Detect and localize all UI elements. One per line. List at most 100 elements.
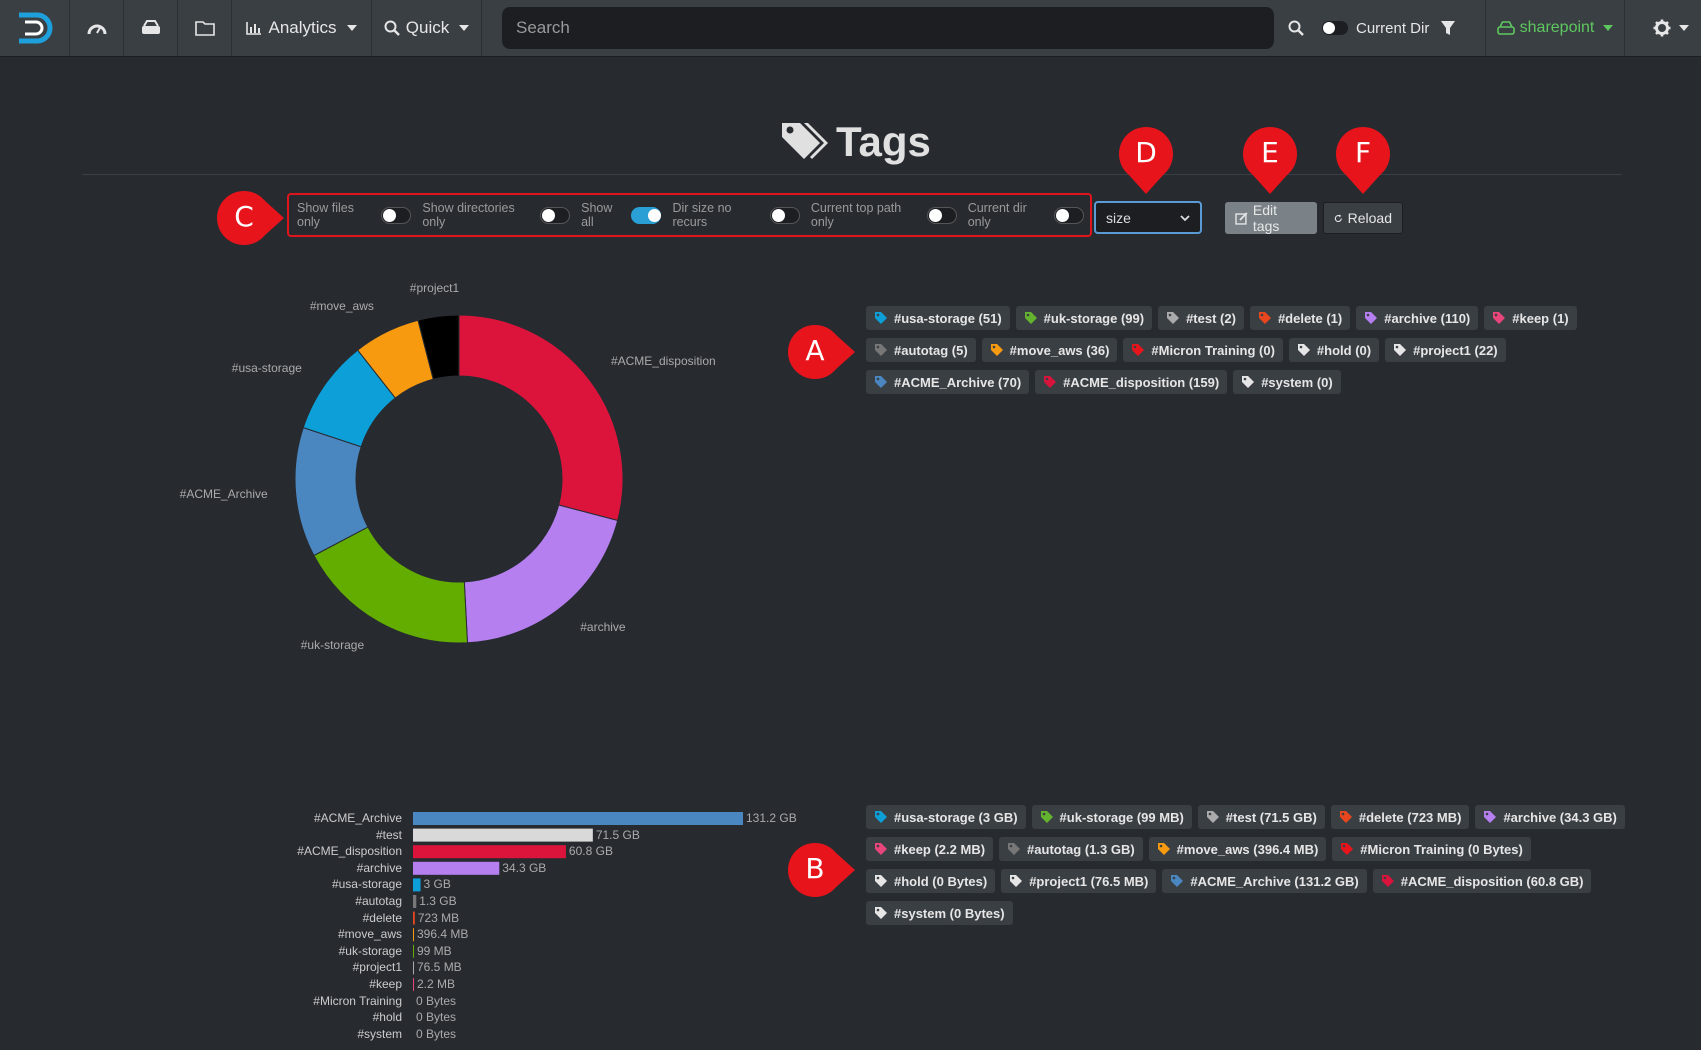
toggle-label: Show all [581,201,613,229]
donut-slice[interactable] [417,314,460,380]
toggle-switch[interactable] [769,206,800,224]
reload-button[interactable]: Reload [1323,202,1403,234]
tag-size-list: #usa-storage (3 GB) #uk-storage (99 MB) #t… [866,805,1626,925]
bar[interactable] [413,944,414,958]
analytics-menu[interactable]: Analytics [232,0,372,56]
callout-marker-c: C [214,188,284,260]
tag-chip[interactable]: #ACME_disposition (60.8 GB) [1372,869,1592,893]
tag-chip[interactable]: #Micron Training (0 Bytes) [1332,837,1531,861]
callout-letter: D [1135,136,1157,169]
tag-chip-label: #keep (2.2 MB) [894,841,986,857]
toggle-item[interactable]: Show all [581,201,662,229]
bar-category-label: #move_aws [337,927,402,942]
tag-chip[interactable]: #move_aws (36) [981,338,1118,362]
tag-chip[interactable]: #autotag (5) [866,338,976,362]
tag-icon [1010,875,1023,887]
storage-button[interactable] [124,0,178,56]
tag-chip[interactable]: #ACME_disposition (159) [1035,370,1228,394]
sort-select[interactable]: size [1094,201,1202,234]
current-dir-toggle[interactable]: Current Dir [1322,0,1429,56]
tag-icon [875,875,887,887]
donut-slice[interactable] [458,314,624,522]
tag-chip[interactable]: #project1 (76.5 MB) [1001,869,1157,893]
toggle-switch[interactable] [631,206,662,224]
bar[interactable] [413,911,415,925]
toggle-label: Show directories only [422,201,515,229]
quick-menu[interactable]: Quick [372,0,482,56]
bar[interactable] [413,928,414,942]
chevron-down-icon [1678,25,1689,31]
toggle-switch[interactable] [539,206,571,224]
toggle-item[interactable]: Show directories only [422,201,571,229]
tag-icon [1167,312,1180,324]
dashboard-button[interactable] [70,0,124,56]
bar[interactable] [413,812,743,825]
donut-slice-label: #ACME_disposition [610,353,716,368]
tag-chip[interactable]: #ACME_Archive (131.2 GB) [1162,869,1367,893]
bar[interactable] [413,828,593,842]
tag-chip[interactable]: #delete (723 MB) [1330,805,1470,829]
toggle-switch[interactable] [1322,21,1348,35]
tag-chip[interactable]: #ACME_Archive (70) [866,370,1030,394]
tag-icon [1381,875,1394,887]
file-tree-button[interactable] [178,0,232,56]
bar[interactable] [413,861,500,875]
toggle-switch[interactable] [926,206,957,224]
app-logo[interactable] [0,0,70,56]
tag-chip[interactable]: #hold (0 Bytes) [866,869,996,893]
bar-category-label: #archive [356,860,402,875]
bar[interactable] [413,895,417,908]
tag-chip[interactable]: #delete (1) [1249,306,1351,330]
toggle-item[interactable]: Current top path only [811,201,957,229]
toggle-item[interactable]: Show files only [297,201,412,229]
bar-chart-icon [246,22,262,35]
tag-chip[interactable]: #usa-storage (51) [866,306,1010,330]
tag-count-donut-chart [294,314,624,644]
toggle-label: Current top path only [810,201,902,229]
tag-chip[interactable]: #move_aws (396.4 MB) [1148,837,1327,861]
bar-value-label: 131.2 GB [746,811,797,825]
tag-chip-label: #hold (0 Bytes) [894,873,988,889]
bar[interactable] [413,978,414,991]
tag-chip[interactable]: #project1 (22) [1385,338,1506,362]
tag-chip[interactable]: #Micron Training (0) [1123,338,1283,362]
toggle-item[interactable]: Current dir only [968,201,1084,229]
tag-chip[interactable]: #archive (34.3 GB) [1475,805,1625,829]
dashboard-icon [87,24,106,35]
search-submit-button[interactable] [1288,0,1304,56]
bar-value-label: 1.3 GB [419,894,457,908]
tag-chip[interactable]: #test (71.5 GB) [1197,805,1325,829]
page-title: Tags [780,112,931,172]
chevron-down-icon [346,25,357,31]
tag-chip[interactable]: #usa-storage (3 GB) [866,805,1026,829]
tag-chip[interactable]: #system (0) [1233,370,1341,394]
tag-chip[interactable]: #keep (2.2 MB) [866,837,994,861]
edit-tags-button[interactable]: Edit tags [1225,202,1317,234]
bar[interactable] [413,878,421,892]
tag-chip[interactable]: #hold (0) [1288,338,1380,362]
bar-category-label: #usa-storage [331,877,402,892]
index-selector[interactable]: sharepoint [1485,0,1625,56]
toggle-switch[interactable] [381,206,412,224]
tag-icon [1206,811,1219,823]
tag-chip[interactable]: #autotag (1.3 GB) [999,837,1143,861]
bar[interactable] [413,845,566,859]
tag-chip[interactable]: #test (2) [1158,306,1244,330]
chevron-down-icon [1180,214,1190,221]
tag-chip[interactable]: #keep (1) [1484,306,1577,330]
tag-chip[interactable]: #uk-storage (99) [1015,306,1153,330]
filter-button[interactable] [1440,0,1456,56]
tag-chip[interactable]: #archive (110) [1356,306,1479,330]
bar[interactable] [413,961,414,975]
tag-chip-label: #ACME_Archive (131.2 GB) [1190,873,1359,889]
search-input[interactable] [502,7,1274,49]
toggle-switch[interactable] [1053,206,1084,224]
donut-slice-label: #archive [580,619,626,634]
current-dir-label: Current Dir [1356,19,1430,37]
settings-menu[interactable] [1640,0,1701,56]
tag-chip-label: #move_aws (396.4 MB) [1176,841,1319,857]
tag-chip[interactable]: #system (0 Bytes) [866,901,1013,925]
tag-chip[interactable]: #uk-storage (99 MB) [1031,805,1192,829]
toggle-item[interactable]: Dir size no recurs [672,201,800,229]
bar-value-label: 0 Bytes [416,1026,457,1041]
